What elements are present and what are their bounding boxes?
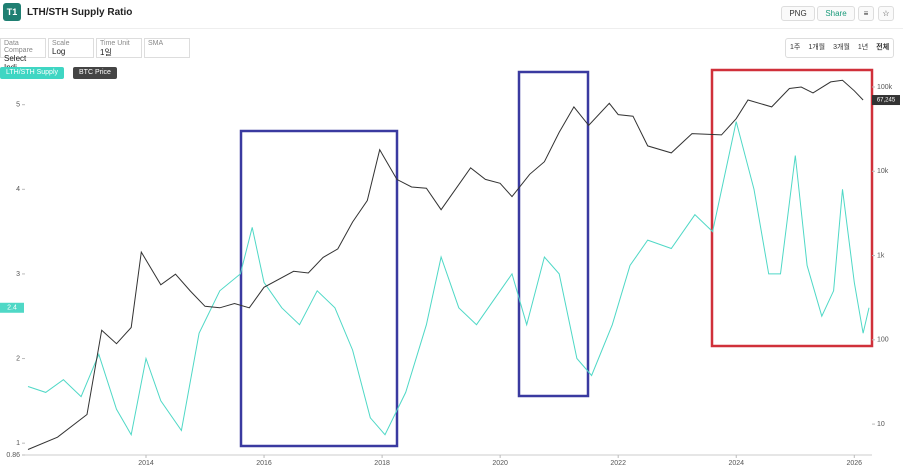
series-line (27, 121, 870, 437)
y-tick-label: 3 (16, 271, 20, 278)
y-tick-label: 4 (16, 186, 20, 193)
range-button[interactable]: 1년 (857, 44, 869, 51)
y2-tick-label: 1k (877, 252, 885, 259)
x-tick-label: 2026 (847, 460, 863, 467)
y-tick-label: 2 (16, 355, 20, 362)
range-selector: 1주 1개월 3개월 1년 전체 (785, 38, 895, 58)
x-tick-label: 2022 (610, 460, 626, 467)
control[interactable]: Scale Log (48, 38, 94, 58)
y2-tick-label: 100 (877, 337, 889, 344)
y2-tick-label: 10k (877, 168, 889, 175)
y2-tick-label: 100k (877, 84, 893, 91)
highlight-box (517, 70, 590, 398)
control-label: Data Compare (4, 40, 33, 54)
x-tick-label: 2018 (374, 460, 390, 467)
x-tick-label: 2024 (728, 460, 744, 467)
right-badge: 67,245 (877, 98, 896, 104)
control-value: 1일 (100, 48, 112, 57)
range-button[interactable]: 1주 (790, 44, 801, 51)
header (0, 0, 903, 29)
png-button[interactable]: PNG (781, 6, 815, 21)
control-label: Time Unit (100, 40, 130, 47)
highlight-box (239, 129, 399, 448)
logo: T1 (3, 3, 21, 21)
y-tick-label: 0.86 (6, 452, 20, 459)
legend-chip[interactable]: BTC Price (73, 67, 117, 79)
control-value: Log (52, 47, 66, 56)
range-button[interactable]: 전체 (876, 44, 890, 51)
y-tick-label: 5 (16, 102, 20, 109)
control[interactable]: Time Unit 1일 (96, 38, 142, 58)
x-tick-label: 2016 (256, 460, 272, 467)
range-button[interactable]: 1개월 (808, 44, 826, 51)
control[interactable]: SMA (144, 38, 190, 58)
x-tick-label: 2014 (138, 460, 154, 467)
share-button[interactable]: Share (817, 6, 855, 21)
x-tick-label: 2020 (492, 460, 508, 467)
star-button[interactable]: ☆ (878, 6, 894, 21)
badge (0, 302, 24, 313)
range-button[interactable]: 3개월 (833, 44, 850, 51)
highlight-box (710, 68, 874, 348)
series-line (27, 79, 864, 450)
control-label: SMA (148, 40, 164, 47)
legend-chip[interactable]: LTH/STH Supply (0, 67, 64, 79)
y2-tick-label: 10 (877, 421, 885, 428)
y-tick-label: 1 (16, 440, 20, 447)
badge (872, 95, 900, 106)
menu-button[interactable]: ≡ (858, 6, 874, 21)
title: LTH/STH Supply Ratio (27, 7, 133, 18)
left-badge: 2.4 (7, 305, 17, 312)
control-label: Scale (52, 40, 70, 47)
